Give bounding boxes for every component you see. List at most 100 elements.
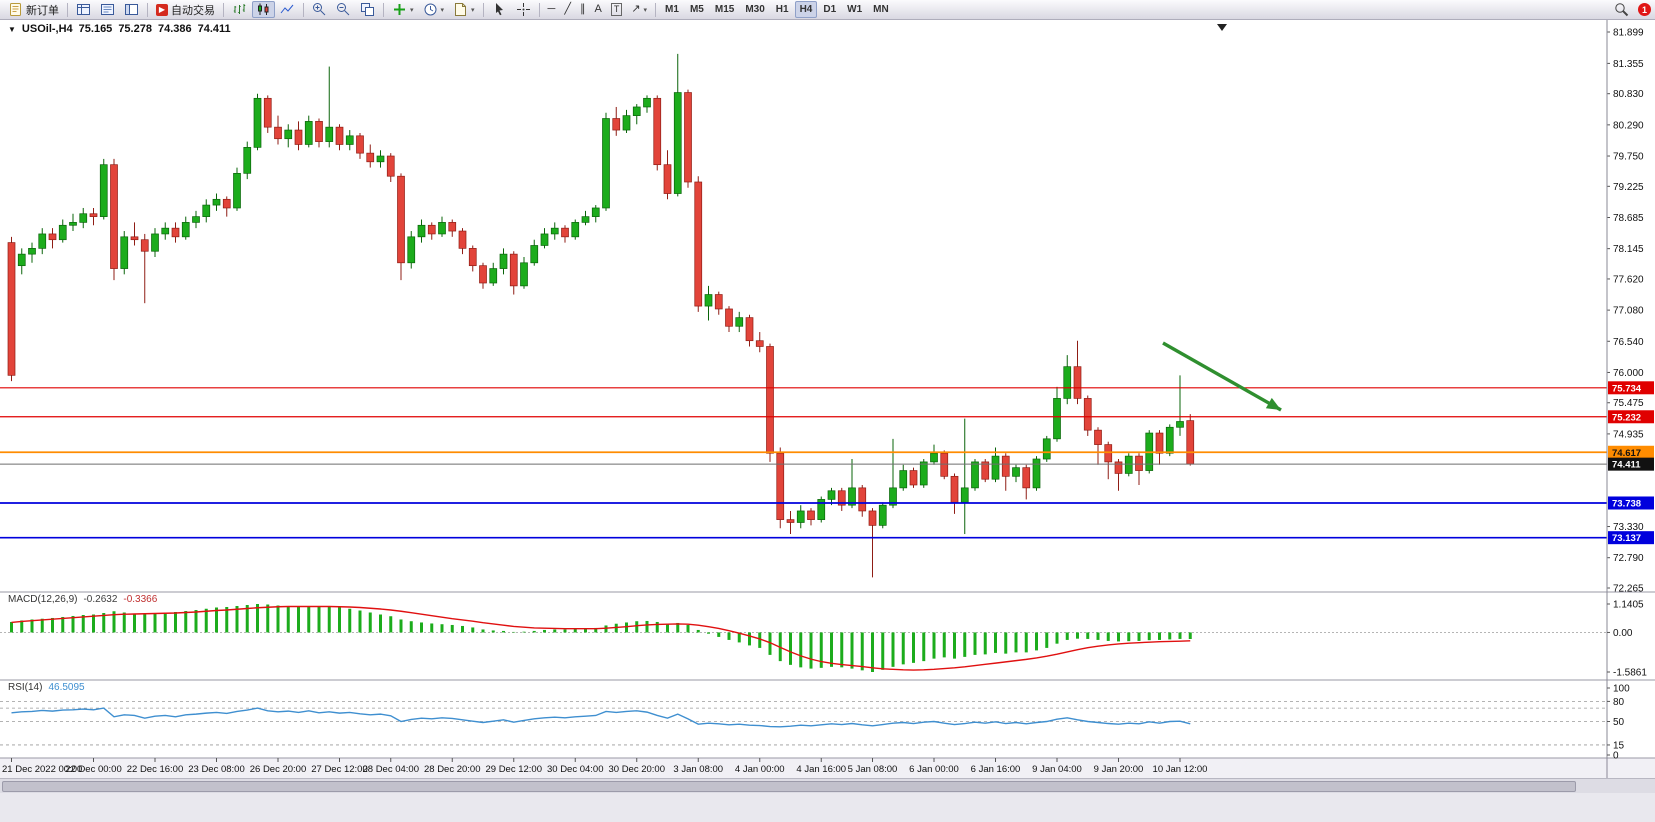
svg-text:0.00: 0.00 [1613, 628, 1633, 639]
open-value: 75.165 [78, 23, 113, 35]
arrow-tool-icon: ↗ [631, 3, 641, 15]
cursor-button[interactable] [488, 1, 511, 18]
svg-text:73.738: 73.738 [1612, 498, 1641, 509]
new-order-label: 新订单 [26, 4, 59, 17]
text-icon: A [594, 3, 602, 15]
timeframe-m5-button[interactable]: M5 [685, 1, 709, 18]
search-icon [1614, 2, 1629, 17]
symbol-info-bar[interactable]: ▼ USOil-,H4 75.165 75.278 74.386 74.411 [8, 23, 231, 35]
price-tag [1608, 410, 1654, 424]
horizontal-line-icon: ─ [547, 3, 556, 15]
new-order-icon [8, 2, 23, 17]
symbol-period-label: USOil-,H4 [21, 23, 73, 35]
svg-text:4 Jan 16:00: 4 Jan 16:00 [796, 764, 846, 775]
rsi-value: 46.5095 [48, 682, 85, 693]
svg-text:80.830: 80.830 [1613, 89, 1644, 100]
horizontal-scrollbar[interactable] [0, 778, 1655, 793]
svg-text:73.137: 73.137 [1612, 533, 1641, 544]
text-label-icon: T [610, 3, 623, 16]
price-tag [1608, 445, 1654, 459]
rsi-label: RSI(14) 46.5095 [8, 682, 85, 693]
svg-text:9 Jan 04:00: 9 Jan 04:00 [1032, 764, 1082, 775]
svg-text:10 Jan 12:00: 10 Jan 12:00 [1153, 764, 1208, 775]
zoom-in-button[interactable] [308, 1, 331, 18]
timeframe-m1-button[interactable]: M1 [660, 1, 684, 18]
navigator-button[interactable] [120, 1, 143, 18]
timeframe-w1-button[interactable]: W1 [842, 1, 867, 18]
svg-text:26 Dec 20:00: 26 Dec 20:00 [250, 764, 307, 775]
horizontal-line-button[interactable]: ─ [544, 1, 560, 18]
tile-windows-button[interactable] [356, 1, 379, 18]
svg-text:28 Dec 20:00: 28 Dec 20:00 [424, 764, 481, 775]
toolbar-separator [67, 2, 68, 17]
timeframe-d1-button[interactable]: D1 [818, 1, 841, 18]
data-window-button[interactable] [96, 1, 119, 18]
svg-text:74.617: 74.617 [1612, 448, 1641, 459]
svg-text:22 Dec 16:00: 22 Dec 16:00 [127, 764, 184, 775]
timeframe-h1-button[interactable]: H1 [771, 1, 794, 18]
auto-trading-label: 自动交易 [171, 4, 215, 17]
line-chart-button[interactable] [276, 1, 299, 18]
toolbar-separator [655, 2, 657, 17]
svg-text:80.290: 80.290 [1613, 120, 1644, 131]
rsi-line [11, 707, 1191, 728]
new-order-button[interactable]: 新订单 [4, 1, 63, 18]
zoom-out-button[interactable] [332, 1, 355, 18]
svg-text:15: 15 [1613, 740, 1625, 751]
navigator-icon [124, 2, 139, 17]
channel-button[interactable]: ∥ [576, 1, 590, 18]
crosshair-button[interactable] [512, 1, 535, 18]
templates-button[interactable]: ▾ [449, 1, 479, 18]
svg-text:79.750: 79.750 [1613, 152, 1644, 163]
trend-arrow-head [1265, 397, 1281, 410]
clock-icon [423, 2, 438, 17]
search-button[interactable] [1610, 1, 1633, 18]
text-label-button[interactable]: T [607, 1, 627, 18]
notification-badge[interactable]: 1 [1638, 3, 1651, 16]
bar-chart-icon [232, 2, 247, 17]
line-chart-icon [280, 2, 295, 17]
toolbar-separator [147, 2, 148, 17]
svg-text:29 Dec 12:00: 29 Dec 12:00 [485, 764, 542, 775]
zoom-out-icon [336, 2, 351, 17]
scrollbar-handle[interactable] [2, 781, 1576, 792]
auto-trading-button[interactable]: ▶ 自动交易 [152, 1, 219, 18]
timeframe-mn-button[interactable]: MN [868, 1, 894, 18]
data-window-icon [100, 2, 115, 17]
svg-text:5 Jan 08:00: 5 Jan 08:00 [848, 764, 898, 775]
svg-text:30 Dec 20:00: 30 Dec 20:00 [608, 764, 665, 775]
timeframe-m15-button[interactable]: M15 [710, 1, 739, 18]
timeframe-m30-button[interactable]: M30 [740, 1, 769, 18]
svg-text:21 Dec 2022 00:00: 21 Dec 2022 00:00 [2, 764, 82, 775]
periods-button[interactable]: ▾ [419, 1, 449, 18]
tile-windows-icon [360, 2, 375, 17]
chart-shift-marker [1217, 24, 1227, 31]
trendline-button[interactable]: ╱ [560, 1, 575, 18]
candlestick-chart-button[interactable] [252, 1, 275, 18]
candlestick-icon [256, 2, 271, 17]
bar-chart-button[interactable] [228, 1, 251, 18]
indicators-button[interactable]: ▾ [388, 1, 418, 18]
market-watch-button[interactable] [72, 1, 95, 18]
rsi-name: RSI(14) [8, 682, 43, 693]
svg-text:81.899: 81.899 [1613, 28, 1644, 39]
svg-text:77.620: 77.620 [1613, 274, 1644, 285]
low-value: 74.386 [157, 23, 192, 35]
svg-text:80: 80 [1613, 697, 1625, 708]
market-watch-icon [76, 2, 91, 17]
price-tag [1608, 457, 1654, 471]
svg-text:72.790: 72.790 [1613, 553, 1644, 564]
timeframe-h4-button[interactable]: H4 [794, 1, 818, 18]
text-button[interactable]: A [590, 1, 605, 18]
svg-text:76.000: 76.000 [1613, 368, 1644, 379]
toolbar-separator [538, 2, 540, 17]
svg-text:22 Dec 00:00: 22 Dec 00:00 [65, 764, 122, 775]
svg-text:75.734: 75.734 [1612, 383, 1642, 394]
arrows-button[interactable]: ↗ ▾ [627, 1, 651, 18]
close-value: 74.411 [197, 23, 231, 35]
macd-name: MACD(12,26,9) [8, 594, 78, 605]
indicators-icon [394, 4, 405, 15]
chart-canvas[interactable]: 75.73475.23274.61774.41173.73873.13781.8… [0, 20, 1655, 778]
svg-text:73.330: 73.330 [1613, 522, 1644, 533]
symbol-dropdown-icon[interactable]: ▼ [8, 25, 16, 34]
